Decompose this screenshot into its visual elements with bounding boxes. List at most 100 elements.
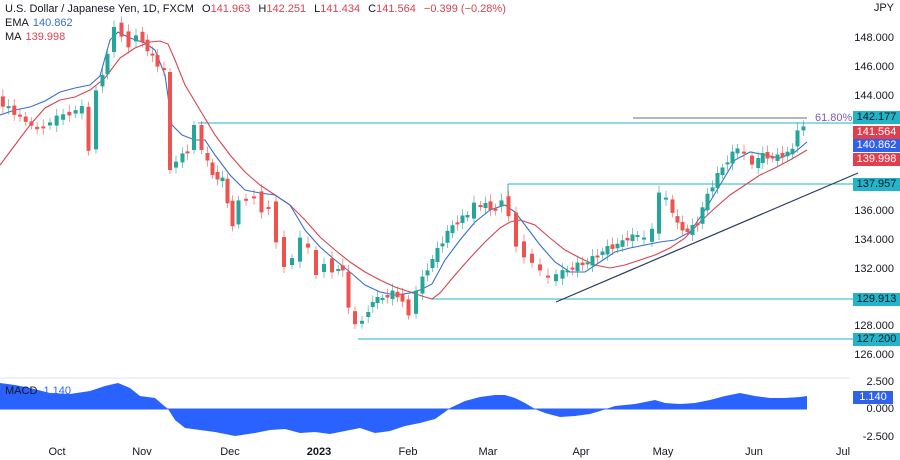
candle [375, 297, 380, 303]
candle [67, 111, 72, 116]
candle [742, 151, 746, 154]
candle [140, 31, 145, 43]
candle [590, 256, 595, 266]
ema-line [0, 31, 808, 296]
time-label-nov: Nov [132, 446, 152, 458]
candle [126, 31, 131, 48]
candle [210, 162, 215, 175]
candle [625, 237, 630, 241]
candle [605, 246, 610, 255]
candle [675, 216, 680, 223]
low-value: 141.434 [320, 3, 361, 15]
candle [440, 243, 445, 247]
candle [690, 225, 695, 235]
candle [790, 148, 795, 155]
candle [266, 207, 271, 209]
candle [635, 235, 640, 237]
candle [119, 22, 124, 37]
candle [168, 72, 172, 170]
candle [756, 158, 761, 168]
candle [705, 193, 710, 211]
close-value: 141.564 [376, 3, 416, 15]
candle [336, 269, 341, 271]
candle [390, 290, 395, 300]
candle [199, 125, 204, 150]
candle [192, 125, 196, 150]
candle [134, 35, 138, 42]
candle [54, 115, 59, 126]
time-label-dec: Dec [220, 446, 240, 458]
time-label-2023: 2023 [306, 446, 332, 458]
support-resistance-lines [198, 122, 853, 340]
candle [730, 151, 735, 164]
candle [12, 105, 17, 115]
candle [252, 196, 256, 199]
candle [775, 154, 780, 161]
candle [455, 222, 460, 225]
candle [750, 155, 754, 165]
candle [595, 255, 600, 258]
candle [100, 74, 105, 87]
candle [445, 230, 450, 243]
candle [570, 267, 575, 270]
candle [322, 264, 326, 272]
candle [670, 199, 675, 213]
macd-value-tag: 1.140 [853, 391, 893, 404]
candle [61, 114, 66, 120]
candle [400, 294, 405, 302]
candle [174, 161, 178, 168]
candle [465, 215, 470, 218]
candle [650, 228, 654, 242]
candle [360, 320, 364, 324]
candle [244, 198, 248, 201]
candle [366, 312, 371, 317]
candle [290, 258, 294, 265]
symbol-row: U.S. Dollar / Japanese Yen, 1D, FXCM O14… [5, 3, 506, 15]
ema-legend[interactable]: EMA 140.862 [5, 17, 73, 29]
candle [685, 228, 690, 232]
candle [770, 156, 775, 159]
ma-legend[interactable]: MA 139.998 [5, 31, 66, 43]
candle [298, 237, 302, 262]
candle [385, 295, 390, 298]
candle [785, 151, 790, 157]
candle [664, 197, 668, 200]
candle [282, 237, 286, 267]
candle [630, 234, 635, 241]
price-tick: 126.000 [854, 349, 894, 361]
candle [420, 276, 425, 294]
candle [760, 153, 765, 163]
candle [380, 298, 385, 300]
support-tag-2: 127.200 [853, 333, 900, 346]
candle [610, 244, 615, 249]
resistance-tag: 137.957 [853, 178, 900, 191]
candle [488, 201, 493, 210]
candle [215, 172, 220, 180]
candle [330, 258, 334, 273]
candle [765, 152, 770, 159]
ascending-trendline [555, 172, 859, 303]
high-value: 142.251 [266, 3, 307, 15]
candle [94, 90, 98, 150]
candle [546, 275, 550, 278]
candle [657, 192, 661, 234]
candle [150, 53, 155, 56]
candle [460, 215, 465, 223]
candle [530, 253, 534, 263]
candle [205, 153, 210, 161]
candle [180, 153, 185, 163]
price-tick: 132.000 [854, 263, 894, 275]
candle [162, 68, 166, 70]
candle [395, 291, 400, 298]
macd-legend[interactable]: MACD 1.140 [5, 385, 71, 397]
symbol-title: U.S. Dollar / Japanese Yen, 1D, FXCM [5, 3, 194, 15]
time-label-apr: Apr [572, 446, 590, 458]
chart-legend: U.S. Dollar / Japanese Yen, 1D, FXCM O14… [5, 2, 506, 44]
price-tick: 134.000 [854, 234, 894, 246]
currency-label: JPY [873, 2, 894, 14]
macd-tick: 2.500 [866, 376, 894, 388]
candle [538, 264, 542, 271]
candle [478, 205, 483, 207]
candle [430, 259, 435, 268]
